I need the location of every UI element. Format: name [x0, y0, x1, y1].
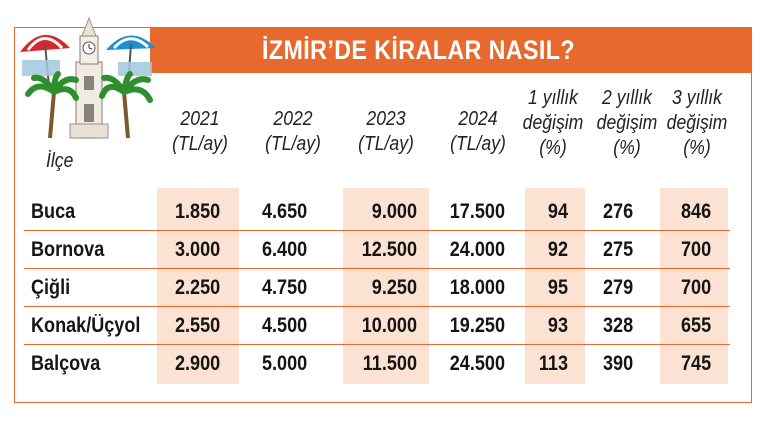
palm-tree-icon — [25, 71, 79, 139]
table-cell: 9.250 — [371, 276, 417, 299]
table-cell: 19.250 — [449, 314, 505, 337]
table-cell: 2.550 — [175, 314, 221, 337]
izmir-illustration — [20, 16, 156, 139]
table-cell: 24.500 — [449, 352, 505, 375]
district-name: Çiğli — [31, 276, 71, 299]
table-cell: 4.750 — [262, 276, 308, 299]
palm-tree-icon — [99, 71, 153, 139]
row-divider — [24, 306, 730, 307]
table-cell: 655 — [681, 314, 712, 337]
table-cell: 95 — [547, 276, 568, 299]
table-cell: 2.900 — [175, 352, 221, 375]
table-cell: 1.850 — [175, 200, 221, 223]
table-cell: 17.500 — [449, 200, 505, 223]
beach-umbrella-icon — [20, 34, 70, 87]
shade-col-2023 — [343, 188, 429, 384]
shade-col-3y — [660, 188, 728, 384]
district-name: Balçova — [31, 352, 101, 375]
row-divider — [24, 230, 730, 231]
table-cell: 92 — [547, 238, 568, 261]
column-header: 3 yıllık değişim (%) — [666, 87, 728, 159]
table-cell: 700 — [681, 238, 712, 261]
table-cell: 700 — [681, 276, 712, 299]
table-cell: 279 — [603, 276, 634, 299]
column-header: 2023 (TL/ay) — [358, 108, 414, 155]
table-cell: 745 — [681, 352, 712, 375]
table-cell: 846 — [681, 200, 712, 223]
district-header: İlçe — [46, 150, 74, 172]
table-cell: 2.250 — [175, 276, 221, 299]
table-cell: 18.000 — [449, 276, 505, 299]
table-cell: 9.000 — [371, 200, 417, 223]
table-cell: 5.000 — [262, 352, 308, 375]
page-title: İZMİR’DE KİRALAR NASIL? — [262, 35, 576, 65]
column-header: 1 yıllık değişim (%) — [522, 87, 584, 159]
shade-col-1y — [525, 188, 585, 384]
row-divider — [24, 344, 730, 345]
table-cell: 276 — [603, 200, 634, 223]
table-cell: 4.650 — [262, 200, 308, 223]
column-header: 2 yıllık değişim (%) — [596, 87, 658, 159]
shade-col-2021 — [157, 188, 239, 384]
table-cell: 275 — [603, 238, 634, 261]
column-header: 2022 (TL/ay) — [265, 108, 321, 155]
title-bar — [150, 27, 752, 73]
table-cell: 94 — [547, 200, 568, 223]
table-cell: 328 — [603, 314, 634, 337]
table-cell: 11.500 — [362, 352, 417, 375]
column-header: 2021 (TL/ay) — [172, 108, 228, 155]
table-cell: 10.000 — [361, 314, 417, 337]
table-cell: 3.000 — [175, 238, 221, 261]
table-cell: 390 — [603, 352, 634, 375]
district-name: Konak/Üçyol — [31, 314, 141, 337]
district-name: Buca — [31, 200, 76, 223]
table-cell: 24.000 — [449, 238, 505, 261]
table-cell: 4.500 — [262, 314, 308, 337]
clock-tower-icon — [69, 16, 109, 139]
table-cell: 113 — [538, 352, 568, 375]
table-cell: 6.400 — [262, 238, 308, 261]
beach-umbrella-icon — [106, 35, 156, 87]
row-divider — [24, 268, 730, 269]
table-cell: 12.500 — [361, 238, 417, 261]
district-name: Bornova — [31, 238, 105, 261]
table-cell: 93 — [547, 314, 568, 337]
column-header: 2024 (TL/ay) — [450, 108, 506, 155]
